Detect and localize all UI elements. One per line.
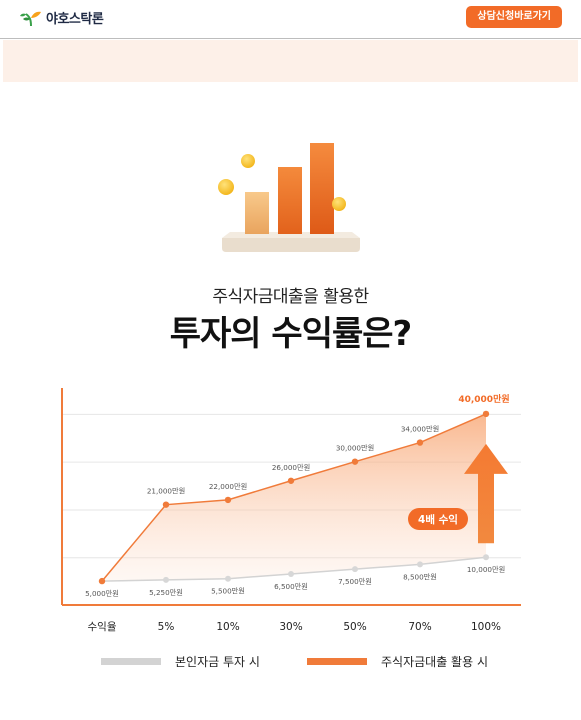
self-funds-point [163,576,169,583]
sprout-logo-icon [20,11,41,26]
self-value-label: 5,000만원 [85,589,119,598]
loan-value-label: 34,000만원 [401,425,439,434]
loan-point [482,410,490,418]
self-funds-point [225,575,231,582]
loan-point [224,496,232,504]
loan-value-label: 30,000만원 [336,444,374,453]
self-funds-point [352,566,358,573]
gain-badge-label: 4배 수익 [418,513,458,526]
self-value-label: 8,500만원 [403,572,437,581]
consult-apply-button[interactable]: 상담신청바로가기 [466,6,562,28]
loan-value-label: 26,000만원 [272,463,310,472]
legend-self-funds: 본인자금 투자 시 [101,652,260,670]
logo-text: 야호스탁론 [46,12,104,27]
self-funds-point [288,570,294,577]
banner-band [3,40,578,82]
legend-swatch-orange [307,657,367,665]
self-value-label: 5,500만원 [211,587,245,596]
loan-value-label: 21,000만원 [147,487,185,496]
x-tick-label: 30% [279,621,302,633]
self-funds-point [417,561,423,568]
legend-label-self: 본인자금 투자 시 [175,654,260,669]
x-tick-label: 50% [343,621,366,633]
legend-swatch-gray [101,657,161,665]
hero-subtitle: 주식자금대출을 활용한 [212,287,369,307]
self-value-label: 5,250만원 [149,588,183,597]
loan-area [102,413,486,582]
self-value-label: 10,000만원 [467,565,505,574]
x-tick-label: 10% [216,621,239,633]
x-tick-label: 수익율 [88,621,117,633]
loan-point [416,439,424,446]
loan-point [287,477,295,484]
gain-badge [408,508,468,530]
self-value-label: 7,500만원 [338,577,372,586]
loan-point [98,577,106,585]
self-value-label: 6,500만원 [274,582,308,591]
legend-loan: 주식자금대출 활용 시 [307,652,488,670]
up-arrow [464,443,508,544]
legend-label-loan: 주식자금대출 활용 시 [381,654,488,669]
x-tick-label: 70% [408,621,431,633]
x-tick-label: 5% [158,621,175,633]
loan-value-label: 22,000만원 [209,482,247,491]
loan-point [351,458,359,465]
logo[interactable]: 야호스탁론 [20,8,104,27]
hero-title: 투자의 수익률은? [169,314,413,354]
site-header: 야호스탁론 상담신청바로가기 [0,0,581,39]
bar-chart-coins-icon [218,143,360,252]
self-funds-point [483,554,489,561]
x-tick-label: 100% [471,621,501,633]
return-comparison-chart: 4배 수익 5,000만원 5,250만원 5,500만원 6,500만원 7,500만원… [61,388,521,633]
loan-point [162,501,170,508]
loan-final-value-label: 40,000만원 [458,393,509,405]
